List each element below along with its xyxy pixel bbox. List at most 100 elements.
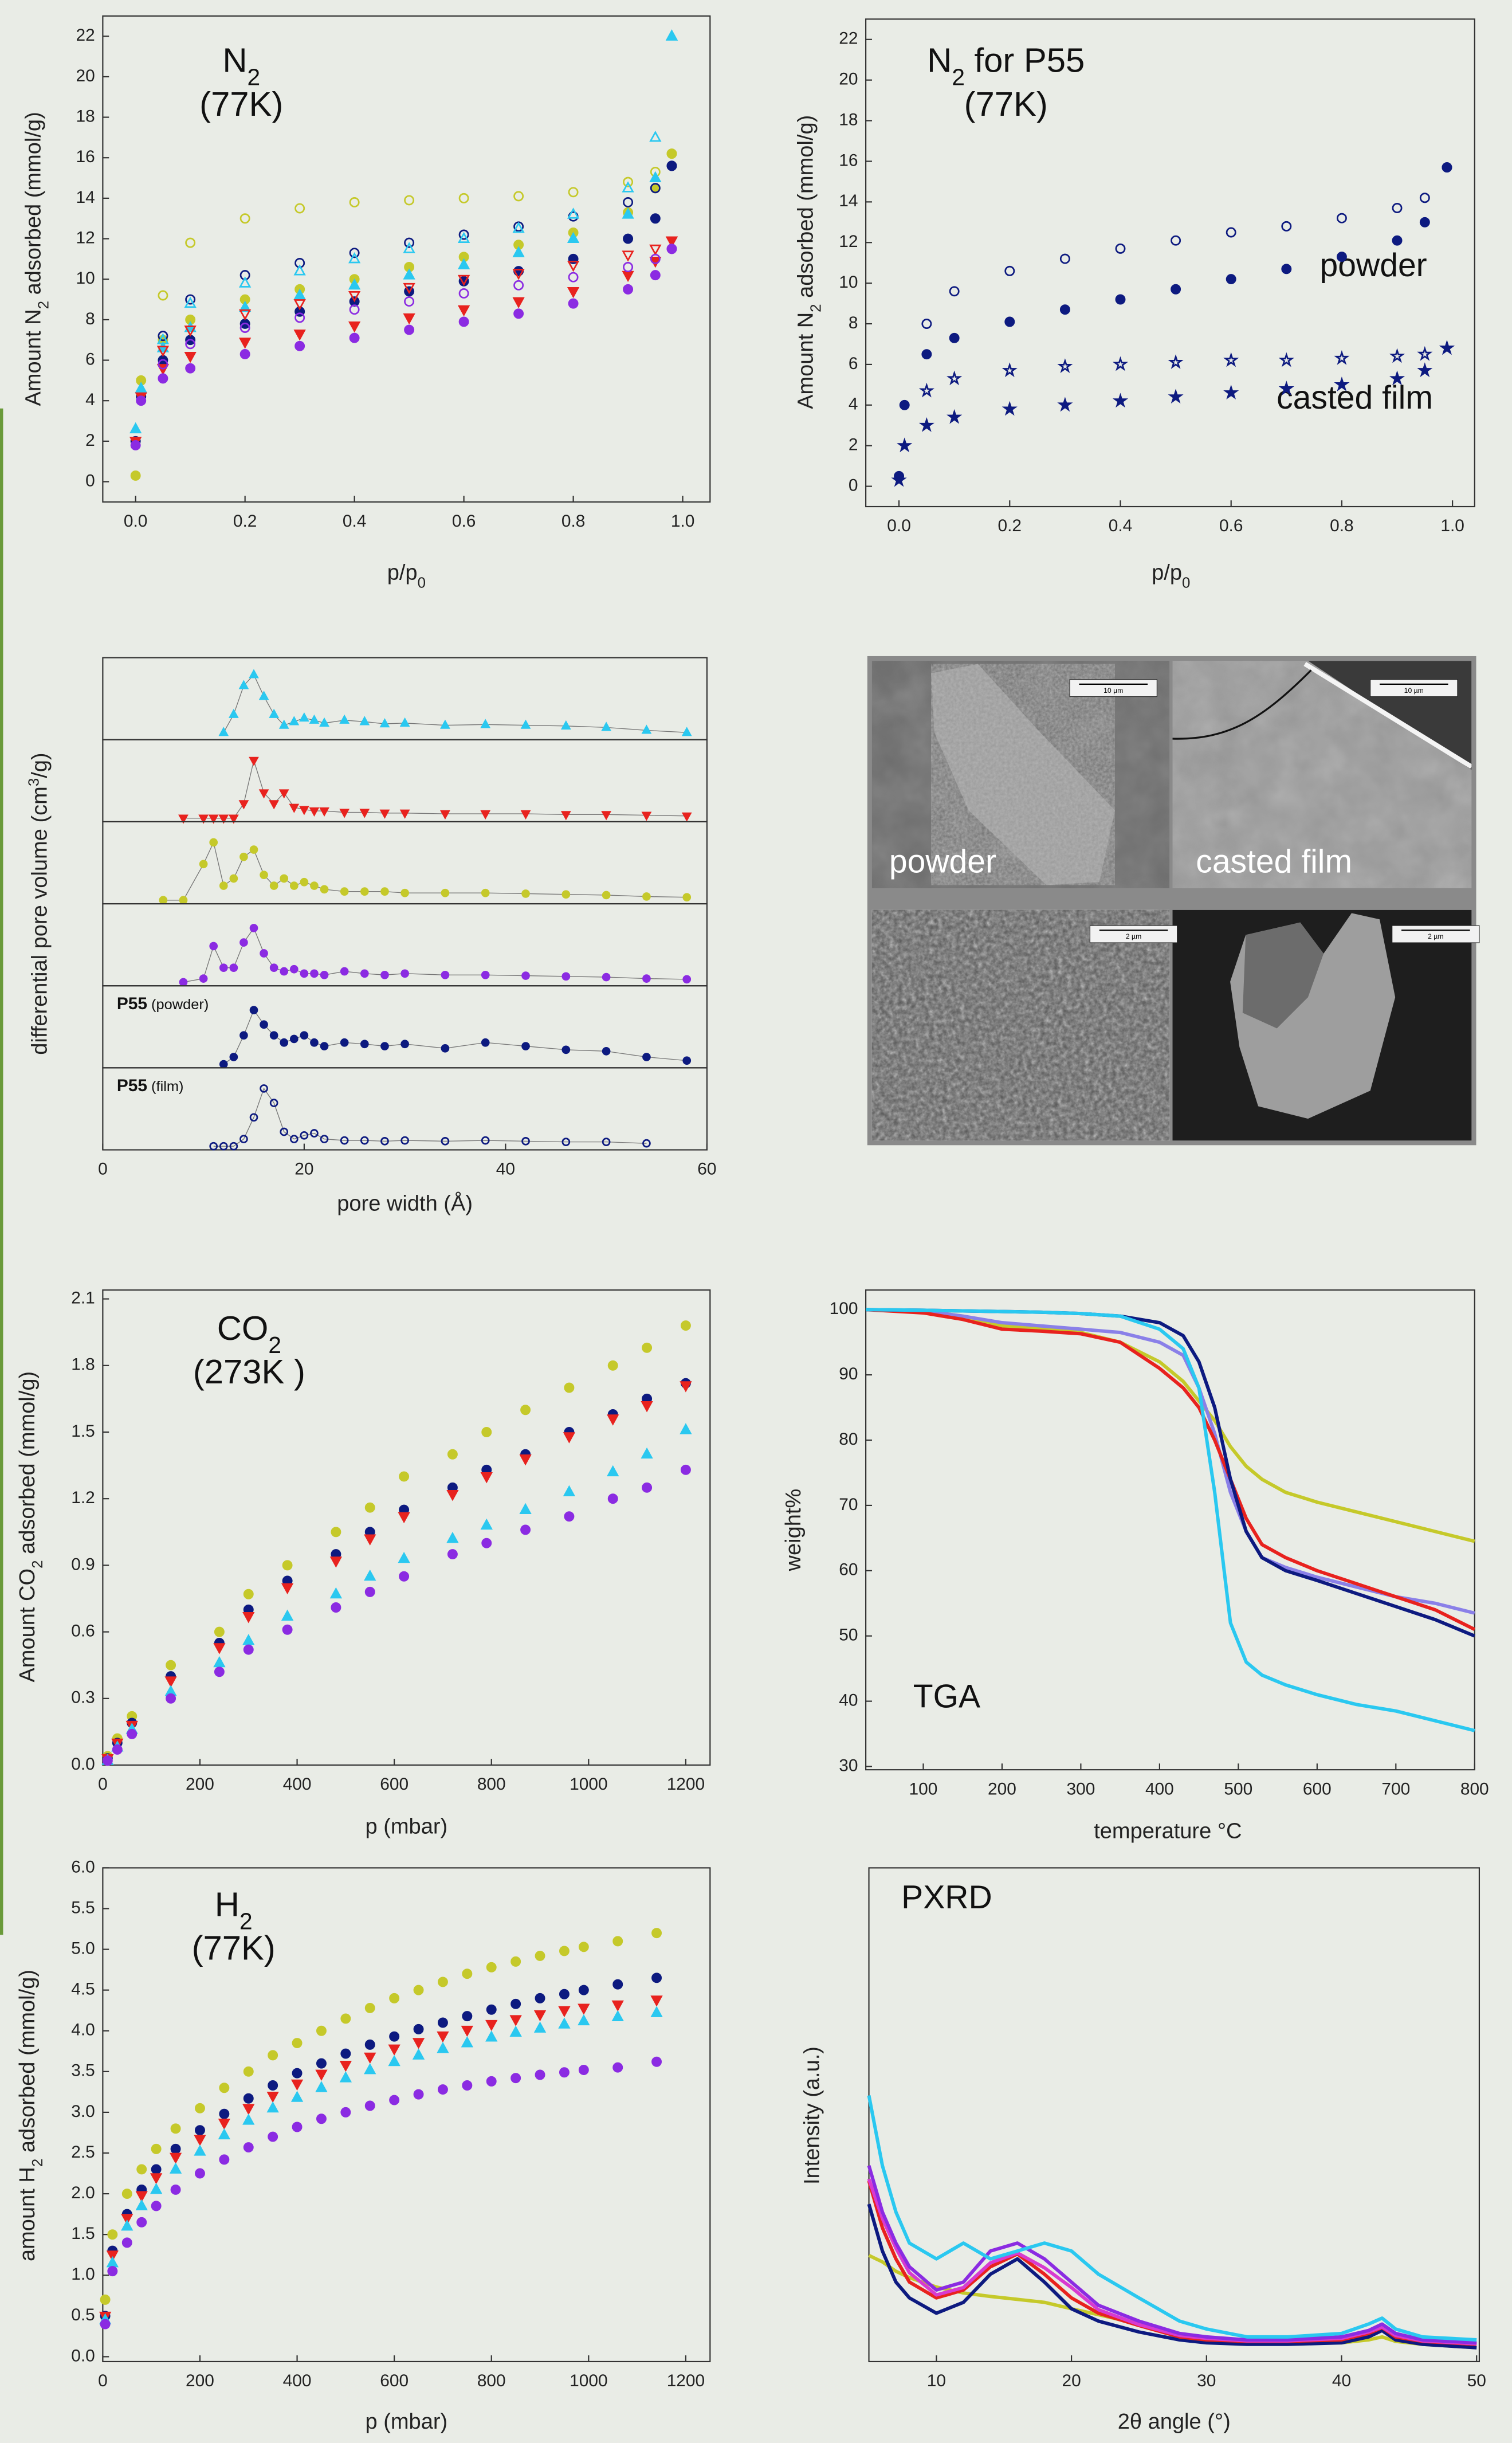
marker [622,207,634,219]
marker [412,2048,425,2060]
marker [650,1995,663,2007]
marker [1115,294,1126,305]
marker [260,1084,268,1093]
marker [1004,316,1015,327]
marker [289,964,299,974]
marker [567,261,580,272]
chart-title-part: (273K ) [193,1352,305,1391]
marker [249,1113,258,1122]
marker [268,2080,278,2091]
panel-label: P55 (powder) [117,994,209,1013]
marker [399,1571,410,1582]
marker [602,1047,611,1056]
marker [513,308,524,319]
y-tick-label: 6 [849,354,858,373]
marker [349,248,360,258]
marker [300,877,309,887]
marker [269,1099,278,1107]
x-axis-label: pore width (Å) [337,1190,473,1215]
marker [446,1490,459,1501]
marker [558,2017,571,2029]
marker [239,213,250,224]
marker [400,888,409,897]
marker [462,1968,473,1979]
y-tick-label: 0.3 [71,1688,95,1707]
marker [340,1136,349,1145]
x-tick-label: 0.0 [887,516,911,535]
chart-title-part: H [215,1885,239,1924]
y-tick-label: 6 [85,350,95,368]
chart-title-part: 2 [239,1908,253,1935]
marker [1115,243,1126,254]
series-line [867,2178,1477,2346]
x-tick-label: 800 [1460,1779,1489,1798]
marker [602,1138,611,1146]
marker [238,800,249,810]
marker [258,691,269,700]
marker [437,2031,449,2043]
marker [198,814,209,824]
marker [520,1524,531,1535]
marker [458,229,469,240]
marker [184,296,197,308]
marker [612,1979,623,1990]
panel-frame [102,1067,708,1151]
marker [150,2173,163,2185]
marker [380,970,389,979]
x-tick-label: 0.2 [998,516,1022,535]
marker [642,1482,653,1493]
marker [521,1137,530,1146]
marker [481,1136,490,1145]
marker [349,332,360,343]
marker [299,712,309,722]
marker [178,814,188,824]
marker [441,1137,450,1146]
marker [280,874,289,883]
marker [209,942,218,951]
y-tick-label: 14 [76,188,95,207]
chart-title-part: (77K) [964,85,1048,123]
x-axis-label: p/p0 [387,561,426,591]
marker [130,440,141,450]
y-axis-label-part: adsorbed (mmol/g) [22,112,46,301]
x-tick-label: 0.4 [343,512,367,531]
marker [320,885,329,894]
x-tick-label: 40 [496,1160,515,1179]
marker [519,1503,532,1515]
y-tick-label: 1.0 [71,2265,95,2284]
y-tick-label: 50 [839,1626,858,1645]
scale-bar [1069,679,1157,697]
marker [521,971,530,980]
marker [650,183,661,194]
marker [249,845,258,854]
x-tick-label: 600 [380,2371,409,2390]
marker [348,291,361,303]
marker [641,1447,653,1459]
marker [289,716,300,726]
y-tick-label: 20 [839,70,858,89]
annotation: TGA [913,1678,980,1715]
sem-particle [871,661,1170,888]
marker [563,1485,576,1497]
marker [348,278,361,290]
chart-title-part: (77K) [192,1929,276,1967]
marker [208,814,219,824]
y-tick-label: 8 [85,309,95,328]
marker [602,891,611,900]
y-tick-label: 0.0 [71,1755,95,1774]
marker [107,2266,118,2277]
y-axis-label-part: adsorbed (mmol/g) [15,1970,40,2159]
marker [229,874,238,883]
marker [921,319,932,329]
marker [1057,358,1073,373]
y-tick-label: 16 [839,151,858,170]
marker [364,2052,376,2064]
y-tick-label: 22 [839,29,858,48]
marker [260,949,268,958]
series-line [866,1308,1475,1732]
marker [520,810,531,820]
marker [413,2024,424,2034]
marker [891,472,907,487]
marker [681,727,692,736]
marker [533,2021,547,2033]
